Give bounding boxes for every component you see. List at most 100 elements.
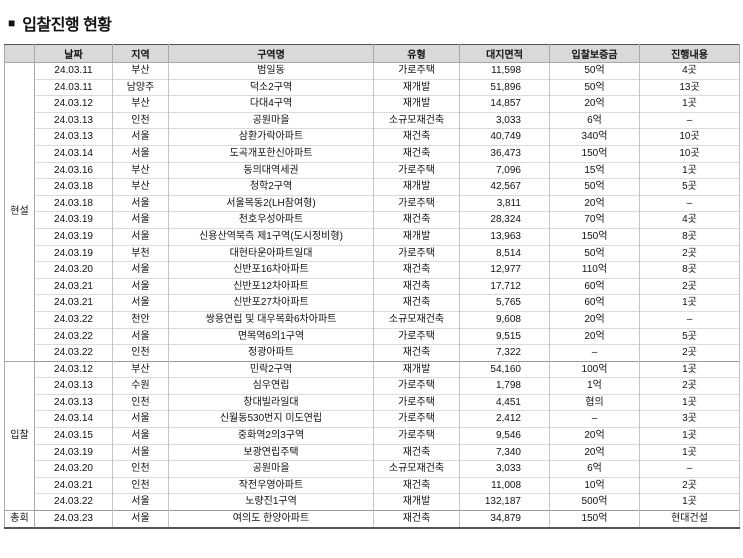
table-cell: 서울 xyxy=(112,410,169,428)
table-cell: 4,451 xyxy=(459,393,550,411)
table-cell: 부산 xyxy=(112,360,169,378)
table-cell: 청학2구역 xyxy=(168,178,374,196)
table-cell: 8곳 xyxy=(639,227,740,246)
table-cell: 서울 xyxy=(112,493,169,511)
table-cell: 도곡개포한신아파트 xyxy=(168,144,374,163)
table-cell: 20억 xyxy=(549,310,640,328)
table-cell: 2곳 xyxy=(639,277,740,295)
table-row: 24.03.12 부산 다대4구역 재개발 14,857 20억 1곳 xyxy=(5,95,740,113)
table-cell: – xyxy=(639,111,740,129)
table-cell: 24.03.14 xyxy=(34,410,113,428)
page-title: 입찰진행 현황 xyxy=(22,17,112,34)
table-cell: 3곳 xyxy=(639,410,740,428)
table-row: 24.03.18 서울 서울목동2(LH참여형) 가로주택 3,811 20억 – xyxy=(5,194,740,212)
table-cell: 인천 xyxy=(112,460,169,478)
table-cell: 7,340 xyxy=(459,443,550,461)
table-cell: 가로주택 xyxy=(373,194,460,212)
table-cell: 24.03.21 xyxy=(34,277,113,295)
table-cell: 재건축 xyxy=(373,144,460,163)
table-row: 입찰 24.03.12 부산 민락2구역 재개발 54,160 100억 1곳 xyxy=(4,360,740,512)
table-row: 24.03.19 부천 대현타운아파트일대 가로주택 8,514 50억 2곳 xyxy=(5,244,740,262)
table-cell: 2곳 xyxy=(639,476,740,494)
table-body: 현설 24.03.11 부산 범일동 가로주택 11,598 50억 4곳 24.03.11 남양… xyxy=(4,62,740,529)
table-cell: 소규모재건축 xyxy=(373,111,460,129)
table-cell: 신반포27차아파트 xyxy=(168,294,374,312)
table-cell: 서울목동2(LH참여형) xyxy=(168,194,374,212)
table-cell: 가로주택 xyxy=(373,62,460,80)
table-row: 24.03.22 서울 면목역6의1구역 가로주택 9,515 20억 5곳 xyxy=(5,327,740,345)
table-row: 24.03.21 서울 신반포12차아파트 재건축 17,712 60억 2곳 xyxy=(5,277,740,295)
table-cell: 24.03.13 xyxy=(34,128,113,146)
bidding-progress-table: 날짜 지역 구역명 유형 대지면적 입찰보증금 진행내용 현설 24.03.11 부산 범일동 가로… xyxy=(4,44,740,529)
table-cell: – xyxy=(549,344,640,362)
table-cell: 110억 xyxy=(549,261,640,279)
table-cell: 24.03.19 xyxy=(34,211,113,229)
table-cell: 20억 xyxy=(549,95,640,113)
table-cell: 가로주택 xyxy=(373,427,460,445)
table-cell: 5,765 xyxy=(459,294,550,312)
table-row: 24.03.13 서울 삼환가락아파트 재건축 40,749 340억 10곳 xyxy=(5,128,740,146)
table-cell: 가로주택 xyxy=(373,377,460,395)
table-cell: 재건축 xyxy=(373,211,460,229)
table-cell: 인천 xyxy=(112,476,169,494)
table-cell: 10억 xyxy=(549,476,640,494)
table-cell: 가로주택 xyxy=(373,393,460,411)
table-header-row: 날짜 지역 구역명 유형 대지면적 입찰보증금 진행내용 xyxy=(4,44,740,63)
table-cell: 36,473 xyxy=(459,144,550,163)
square-bullet-icon: ■ xyxy=(8,16,16,30)
table-cell: 15억 xyxy=(549,161,640,179)
table-cell: 8,514 xyxy=(459,244,550,262)
table-cell: 1곳 xyxy=(639,161,740,179)
table-cell: 34,879 xyxy=(459,510,550,528)
table-cell: 50억 xyxy=(549,62,640,80)
group-label: 입찰 xyxy=(4,360,35,512)
table-row: 24.03.21 인천 작전우영아파트 재건축 11,008 10억 2곳 xyxy=(5,476,740,494)
table-cell: 심우연립 xyxy=(168,377,374,395)
table-cell: 24.03.13 xyxy=(34,377,113,395)
table-cell: 8곳 xyxy=(639,261,740,279)
table-cell: 재건축 xyxy=(373,128,460,146)
table-cell: – xyxy=(639,310,740,328)
table-row: 24.03.22 천안 쌍용연립 및 대우목화6차아파트 소규모재건축 9,608 20억… xyxy=(5,310,740,328)
table-cell: 6억 xyxy=(549,460,640,478)
table-cell: 24.03.21 xyxy=(34,294,113,312)
table-cell: 24.03.18 xyxy=(34,178,113,196)
table-cell: 24.03.22 xyxy=(34,493,113,511)
table-row: 24.03.13 인천 공원마을 소규모재건축 3,033 6억 – xyxy=(5,111,740,129)
table-cell: 보광연립주택 xyxy=(168,443,374,461)
table-cell: 28,324 xyxy=(459,211,550,229)
table-cell: 부천 xyxy=(112,244,169,262)
table-row: 24.03.16 부산 동의대역세권 가로주택 7,096 15억 1곳 xyxy=(5,161,740,179)
column-header: 입찰보증금 xyxy=(549,44,640,63)
table-cell: 2곳 xyxy=(639,244,740,262)
table-cell: 재개발 xyxy=(373,227,460,246)
table-cell: 덕소2구역 xyxy=(168,78,374,96)
table-cell: 24.03.12 xyxy=(34,95,113,113)
table-cell: 재건축 xyxy=(373,476,460,494)
group-column-header xyxy=(4,44,35,63)
table-cell: 1억 xyxy=(549,377,640,395)
table-cell: 인천 xyxy=(112,111,169,129)
table-cell: 3,811 xyxy=(459,194,550,212)
table-row: 24.03.21 서울 신반포27차아파트 재건축 5,765 60억 1곳 xyxy=(5,294,740,312)
table-cell: 중화역2의3구역 xyxy=(168,427,374,445)
table-cell: 다대4구역 xyxy=(168,95,374,113)
table-cell: 범일동 xyxy=(168,62,374,80)
table-cell: 가로주택 xyxy=(373,327,460,345)
table-cell: 40,749 xyxy=(459,128,550,146)
table-cell: 가로주택 xyxy=(373,410,460,428)
table-cell: 4곳 xyxy=(639,211,740,229)
table-cell: 부산 xyxy=(112,161,169,179)
table-cell: 소규모재건축 xyxy=(373,460,460,478)
table-cell: 부산 xyxy=(112,95,169,113)
table-cell: 서울 xyxy=(112,144,169,163)
table-cell: 부산 xyxy=(112,62,169,80)
table-cell: 공원마을 xyxy=(168,460,374,478)
table-cell: 천호우성아파트 xyxy=(168,211,374,229)
table-cell: 서울 xyxy=(112,211,169,229)
table-cell: 24.03.19 xyxy=(34,443,113,461)
table-cell: 50억 xyxy=(549,244,640,262)
table-cell: 42,567 xyxy=(459,178,550,196)
table-cell: 14,857 xyxy=(459,95,550,113)
table-cell: 서울 xyxy=(112,128,169,146)
